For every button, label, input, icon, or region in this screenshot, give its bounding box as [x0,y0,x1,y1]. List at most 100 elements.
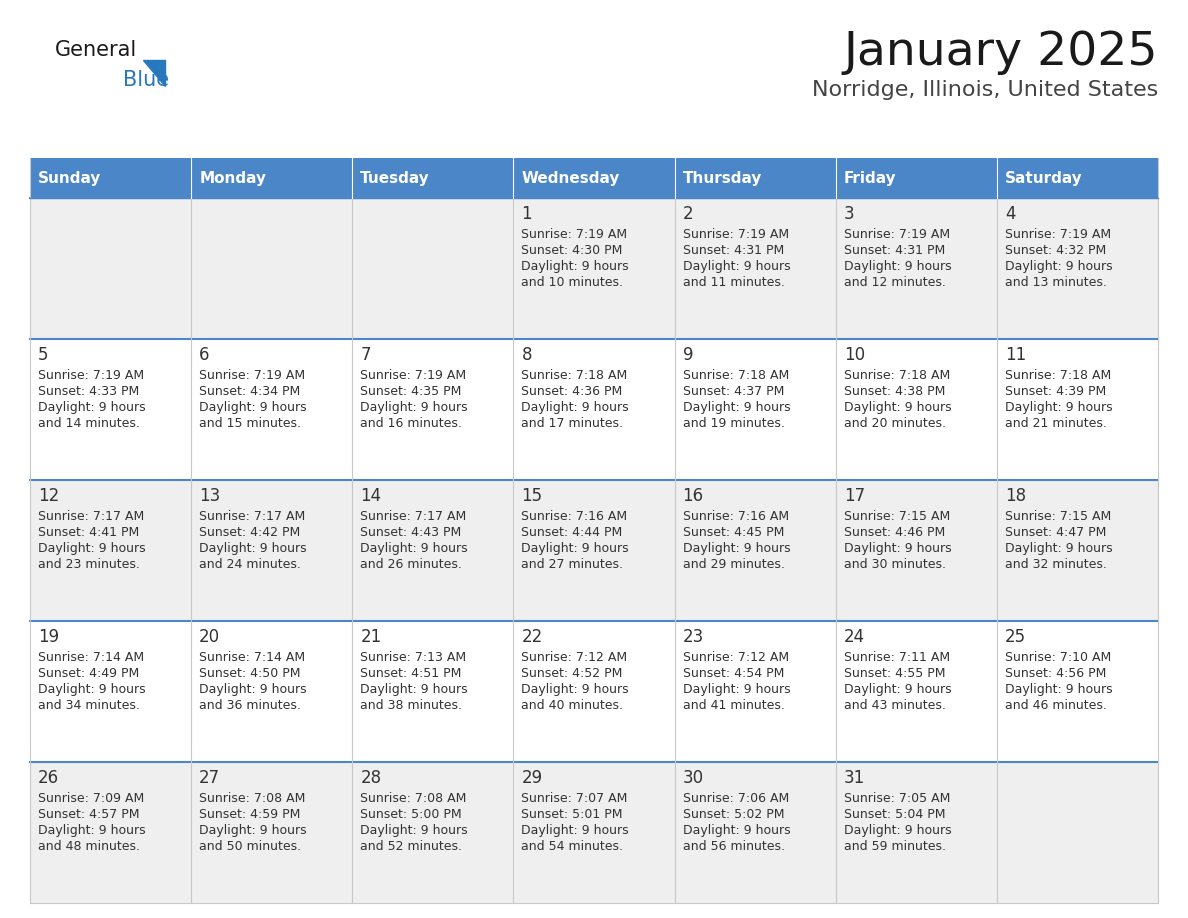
Text: and 21 minutes.: and 21 minutes. [1005,417,1107,430]
Text: Daylight: 9 hours: Daylight: 9 hours [360,824,468,837]
Text: 19: 19 [38,628,59,646]
Text: Sunset: 5:00 PM: Sunset: 5:00 PM [360,808,462,821]
Text: Sunset: 4:44 PM: Sunset: 4:44 PM [522,526,623,539]
Text: Sunrise: 7:15 AM: Sunrise: 7:15 AM [843,510,950,523]
Text: and 48 minutes.: and 48 minutes. [38,840,140,853]
Text: Sunrise: 7:18 AM: Sunrise: 7:18 AM [522,369,627,382]
Text: Daylight: 9 hours: Daylight: 9 hours [683,542,790,555]
Text: and 17 minutes.: and 17 minutes. [522,417,624,430]
Text: and 40 minutes.: and 40 minutes. [522,699,624,712]
Text: Sunset: 4:57 PM: Sunset: 4:57 PM [38,808,139,821]
Polygon shape [143,60,165,86]
Text: 14: 14 [360,487,381,505]
Text: Sunrise: 7:14 AM: Sunrise: 7:14 AM [38,651,144,664]
Text: Sunrise: 7:19 AM: Sunrise: 7:19 AM [1005,228,1111,241]
Text: 29: 29 [522,769,543,787]
Text: Daylight: 9 hours: Daylight: 9 hours [38,683,146,696]
Text: Sunrise: 7:17 AM: Sunrise: 7:17 AM [38,510,144,523]
Text: and 52 minutes.: and 52 minutes. [360,840,462,853]
Text: 11: 11 [1005,346,1026,364]
Text: Thursday: Thursday [683,171,762,185]
Text: and 14 minutes.: and 14 minutes. [38,417,140,430]
Text: Sunrise: 7:17 AM: Sunrise: 7:17 AM [360,510,467,523]
Text: Sunset: 4:45 PM: Sunset: 4:45 PM [683,526,784,539]
Text: Sunset: 4:38 PM: Sunset: 4:38 PM [843,385,946,398]
Text: 9: 9 [683,346,693,364]
Text: Daylight: 9 hours: Daylight: 9 hours [38,824,146,837]
Bar [353,158,513,198]
Text: Sunrise: 7:08 AM: Sunrise: 7:08 AM [360,792,467,805]
Text: Sunrise: 7:08 AM: Sunrise: 7:08 AM [200,792,305,805]
Text: Sunset: 4:32 PM: Sunset: 4:32 PM [1005,244,1106,257]
Text: 27: 27 [200,769,220,787]
Text: Blue: Blue [124,70,169,90]
Text: and 15 minutes.: and 15 minutes. [200,417,301,430]
Text: Sunset: 4:31 PM: Sunset: 4:31 PM [683,244,784,257]
Text: 26: 26 [38,769,59,787]
Bar [30,339,1158,480]
Text: Sunrise: 7:10 AM: Sunrise: 7:10 AM [1005,651,1111,664]
Text: Saturday: Saturday [1005,171,1082,185]
Text: Sunset: 4:31 PM: Sunset: 4:31 PM [843,244,944,257]
Text: and 12 minutes.: and 12 minutes. [843,276,946,289]
Text: Sunset: 4:42 PM: Sunset: 4:42 PM [200,526,301,539]
Text: and 30 minutes.: and 30 minutes. [843,558,946,571]
Text: Daylight: 9 hours: Daylight: 9 hours [200,683,307,696]
Text: Daylight: 9 hours: Daylight: 9 hours [683,824,790,837]
Text: and 16 minutes.: and 16 minutes. [360,417,462,430]
Text: Sunrise: 7:09 AM: Sunrise: 7:09 AM [38,792,144,805]
Text: and 56 minutes.: and 56 minutes. [683,840,784,853]
Text: Daylight: 9 hours: Daylight: 9 hours [522,401,630,414]
Text: and 10 minutes.: and 10 minutes. [522,276,624,289]
Text: Daylight: 9 hours: Daylight: 9 hours [360,683,468,696]
Text: Wednesday: Wednesday [522,171,620,185]
Text: Daylight: 9 hours: Daylight: 9 hours [38,401,146,414]
Text: Daylight: 9 hours: Daylight: 9 hours [1005,260,1112,273]
Text: Sunset: 4:49 PM: Sunset: 4:49 PM [38,667,139,680]
Text: Daylight: 9 hours: Daylight: 9 hours [522,683,630,696]
Text: Friday: Friday [843,171,896,185]
Text: January 2025: January 2025 [843,30,1158,75]
Text: Sunrise: 7:06 AM: Sunrise: 7:06 AM [683,792,789,805]
Text: and 19 minutes.: and 19 minutes. [683,417,784,430]
Text: Daylight: 9 hours: Daylight: 9 hours [522,260,630,273]
Bar [675,158,835,198]
Text: and 34 minutes.: and 34 minutes. [38,699,140,712]
Text: Daylight: 9 hours: Daylight: 9 hours [522,542,630,555]
Text: Daylight: 9 hours: Daylight: 9 hours [843,260,952,273]
Bar [513,158,675,198]
Text: 25: 25 [1005,628,1026,646]
Text: Daylight: 9 hours: Daylight: 9 hours [360,401,468,414]
Text: 2: 2 [683,205,693,223]
Text: 4: 4 [1005,205,1016,223]
Text: 13: 13 [200,487,221,505]
Text: Sunrise: 7:19 AM: Sunrise: 7:19 AM [522,228,627,241]
Text: Sunrise: 7:14 AM: Sunrise: 7:14 AM [200,651,305,664]
Text: Sunrise: 7:05 AM: Sunrise: 7:05 AM [843,792,950,805]
Text: Sunset: 4:47 PM: Sunset: 4:47 PM [1005,526,1106,539]
Text: Daylight: 9 hours: Daylight: 9 hours [1005,683,1112,696]
Text: Daylight: 9 hours: Daylight: 9 hours [200,824,307,837]
Text: and 32 minutes.: and 32 minutes. [1005,558,1107,571]
Text: 15: 15 [522,487,543,505]
Text: Sunset: 4:33 PM: Sunset: 4:33 PM [38,385,139,398]
Text: 28: 28 [360,769,381,787]
Text: and 29 minutes.: and 29 minutes. [683,558,784,571]
Text: and 50 minutes.: and 50 minutes. [200,840,302,853]
Text: 17: 17 [843,487,865,505]
Text: Sunset: 4:59 PM: Sunset: 4:59 PM [200,808,301,821]
Text: 31: 31 [843,769,865,787]
Text: and 20 minutes.: and 20 minutes. [843,417,946,430]
Text: Sunrise: 7:11 AM: Sunrise: 7:11 AM [843,651,950,664]
Text: Sunrise: 7:18 AM: Sunrise: 7:18 AM [683,369,789,382]
Text: Sunset: 4:50 PM: Sunset: 4:50 PM [200,667,301,680]
Text: Daylight: 9 hours: Daylight: 9 hours [843,683,952,696]
Text: Sunset: 4:52 PM: Sunset: 4:52 PM [522,667,623,680]
Text: 24: 24 [843,628,865,646]
Text: Sunset: 4:35 PM: Sunset: 4:35 PM [360,385,462,398]
Text: Sunrise: 7:17 AM: Sunrise: 7:17 AM [200,510,305,523]
Text: Daylight: 9 hours: Daylight: 9 hours [360,542,468,555]
Text: Daylight: 9 hours: Daylight: 9 hours [683,401,790,414]
Text: and 13 minutes.: and 13 minutes. [1005,276,1107,289]
Text: 20: 20 [200,628,220,646]
